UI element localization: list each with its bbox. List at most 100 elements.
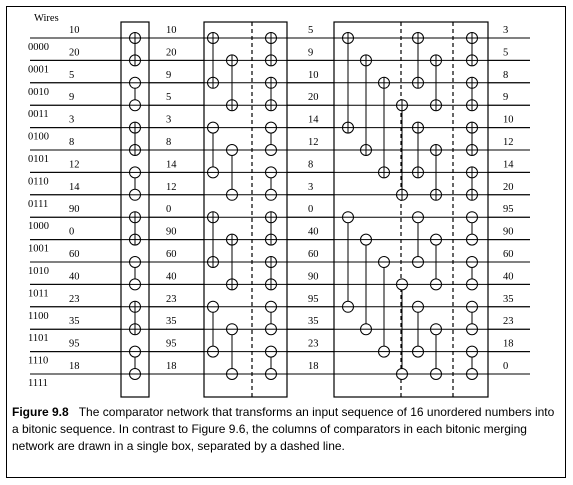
decreasing-comparator (129, 166, 141, 201)
wire-value: 10 (69, 25, 80, 36)
decreasing-comparator (396, 278, 408, 380)
wire-value: 8 (308, 159, 313, 170)
wire-label: 1100 (28, 311, 49, 322)
wire-value: 18 (308, 361, 319, 372)
wire-label: 0011 (28, 109, 49, 120)
wire-label: 1011 (28, 288, 49, 299)
wire-value: 8 (69, 137, 74, 148)
increasing-comparator (265, 32, 277, 67)
wire-value: 60 (69, 249, 80, 260)
wire-value: 12 (69, 159, 80, 170)
increasing-comparator (412, 121, 424, 179)
wire-value: 10 (503, 115, 514, 126)
increasing-comparator (412, 32, 424, 89)
decreasing-comparator (412, 211, 424, 268)
wire-value: 14 (166, 159, 177, 170)
wire-value: 3 (308, 182, 313, 193)
increasing-comparator (466, 32, 478, 67)
wire-value: 20 (69, 47, 80, 58)
increasing-comparator (378, 76, 390, 179)
wire-value: 3 (503, 25, 508, 36)
wire-value: 12 (166, 182, 177, 193)
comparator-network: Wires 0000000100100011010001010110011110… (28, 13, 530, 398)
wire-value: 18 (166, 361, 177, 372)
decreasing-comparator (466, 345, 478, 380)
decreasing-comparator (207, 300, 219, 358)
decreasing-comparator (129, 345, 141, 380)
decreasing-comparator (378, 256, 390, 358)
wire-value: 14 (69, 182, 80, 193)
increasing-comparator (430, 144, 442, 201)
wire-label: 0000 (28, 42, 49, 53)
wire-value: 12 (503, 137, 514, 148)
wire-value: 35 (166, 316, 177, 327)
decreasing-comparator (466, 211, 478, 246)
decreasing-comparator (129, 76, 141, 112)
wire-value: 5 (308, 25, 313, 36)
increasing-comparator (129, 300, 141, 336)
wire-value: 8 (503, 70, 508, 81)
wire-label: 1111 (28, 378, 48, 389)
wire-value: 35 (69, 316, 80, 327)
wire-label: 1001 (28, 244, 49, 255)
wire-value: 9 (166, 70, 171, 81)
wire-value: 60 (166, 249, 177, 260)
wire-value: 60 (503, 249, 514, 260)
wire-value: 5 (503, 47, 508, 58)
increasing-comparator (129, 211, 141, 246)
increasing-comparator (342, 32, 354, 134)
wire-value: 95 (166, 339, 177, 350)
figure-caption: Figure 9.8 The comparator network that t… (12, 404, 556, 455)
wire-value: 23 (503, 316, 514, 327)
comparator-box (333, 21, 489, 398)
wire-value: 0 (503, 361, 508, 372)
wire-label: 0101 (28, 154, 49, 165)
increasing-comparator (129, 121, 141, 156)
wire-label: 0001 (28, 64, 49, 75)
decreasing-comparator (360, 233, 372, 336)
wire-value: 23 (166, 294, 177, 305)
wire-label: 0110 (28, 176, 49, 187)
decreasing-comparator (265, 121, 277, 156)
wire-value: 18 (69, 361, 80, 372)
increasing-comparator (265, 76, 277, 112)
wire-value: 23 (308, 339, 319, 350)
increasing-comparator (430, 54, 442, 112)
wire-value: 35 (308, 316, 319, 327)
decreasing-comparator (226, 323, 238, 380)
increasing-comparator (265, 256, 277, 291)
figure-label: Figure 9.8 (12, 405, 69, 419)
increasing-comparator (207, 211, 219, 268)
decreasing-comparator (226, 144, 238, 201)
wire-value: 9 (503, 92, 508, 103)
increasing-comparator (466, 121, 478, 156)
wire-label: 1010 (28, 266, 49, 277)
decreasing-comparator (412, 300, 424, 358)
wire-value: 0 (166, 204, 171, 215)
increasing-comparator (226, 233, 238, 291)
wires-header: Wires (34, 13, 59, 24)
wire-value: 9 (308, 47, 313, 58)
decreasing-comparator (466, 256, 478, 291)
wire-value: 35 (503, 294, 514, 305)
increasing-comparator (265, 211, 277, 246)
wire-value: 5 (69, 70, 74, 81)
decreasing-comparator (342, 211, 354, 313)
increasing-comparator (129, 32, 141, 67)
wire-label: 1101 (28, 333, 49, 344)
decreasing-comparator (265, 300, 277, 336)
wire-value: 60 (308, 249, 319, 260)
wire-value: 14 (503, 159, 514, 170)
wire-value: 12 (308, 137, 319, 148)
decreasing-comparator (265, 166, 277, 201)
increasing-comparator (226, 54, 238, 112)
wire-value: 40 (166, 271, 177, 282)
increasing-comparator (466, 76, 478, 112)
increasing-comparator (466, 166, 478, 201)
wire-value: 3 (166, 115, 171, 126)
wire-value: 95 (503, 204, 514, 215)
wire-label: 0100 (28, 132, 49, 143)
wire-value: 9 (69, 92, 74, 103)
wire-value: 40 (308, 227, 319, 238)
wire-label: 1000 (28, 221, 49, 232)
